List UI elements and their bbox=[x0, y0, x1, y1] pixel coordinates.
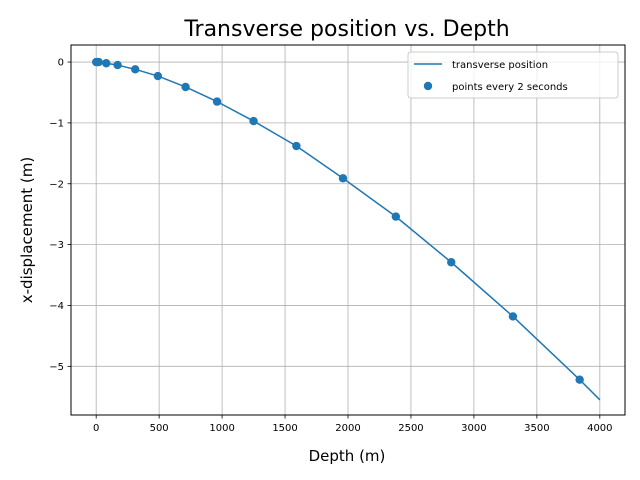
scatter-point bbox=[249, 116, 258, 126]
scatter-point bbox=[508, 312, 518, 321]
x-tick-label: 1500 bbox=[272, 423, 297, 434]
legend-box bbox=[407, 51, 619, 99]
scatter-point bbox=[391, 212, 401, 221]
scatter-point bbox=[575, 375, 584, 384]
chart-title: Transverse position vs. Depth bbox=[183, 17, 509, 42]
y-tick-label: −2 bbox=[49, 179, 64, 190]
grid bbox=[71, 45, 625, 415]
x-axis-label: Depth (m) bbox=[309, 447, 386, 465]
x-tick-label: 500 bbox=[150, 423, 169, 434]
y-tick-label: −3 bbox=[49, 240, 64, 251]
y-tick-label: −4 bbox=[49, 301, 64, 312]
scatter-point bbox=[292, 141, 301, 151]
scatter-point bbox=[113, 60, 122, 70]
legend-marker-swatch bbox=[423, 81, 433, 91]
scatter-point bbox=[181, 82, 190, 92]
x-tick-label: 3000 bbox=[461, 423, 486, 434]
x-tick-label: 4000 bbox=[587, 423, 612, 434]
scatter-point bbox=[212, 97, 222, 106]
x-tick-label: 2000 bbox=[335, 423, 360, 434]
scatter-point bbox=[153, 71, 163, 81]
x-tick-label: 0 bbox=[93, 423, 99, 434]
y-tick-label: −1 bbox=[49, 118, 64, 129]
x-tick-label: 2500 bbox=[398, 423, 423, 434]
ticks: 0 500 1000 1500 2000 2500 3000 3500 4000 0 −1 −2 −3 −… bbox=[49, 58, 612, 434]
legend-label-points: points every 2 seconds bbox=[452, 82, 568, 93]
legend: transverse position points every 2 secon… bbox=[407, 51, 619, 99]
scatter-point bbox=[102, 59, 111, 68]
y-axis-label: x-displacement (m) bbox=[18, 157, 36, 303]
y-tick-label: −5 bbox=[49, 362, 64, 373]
scatter-point bbox=[94, 57, 103, 67]
y-tick-label: 0 bbox=[58, 58, 64, 69]
x-tick-label: 1000 bbox=[209, 423, 234, 434]
scatter-point bbox=[338, 174, 348, 183]
scatter-point bbox=[131, 65, 140, 74]
legend-label-line: transverse position bbox=[452, 60, 548, 71]
series-layer bbox=[91, 57, 601, 401]
scatter-point bbox=[447, 258, 456, 267]
x-tick-label: 3500 bbox=[524, 423, 549, 434]
